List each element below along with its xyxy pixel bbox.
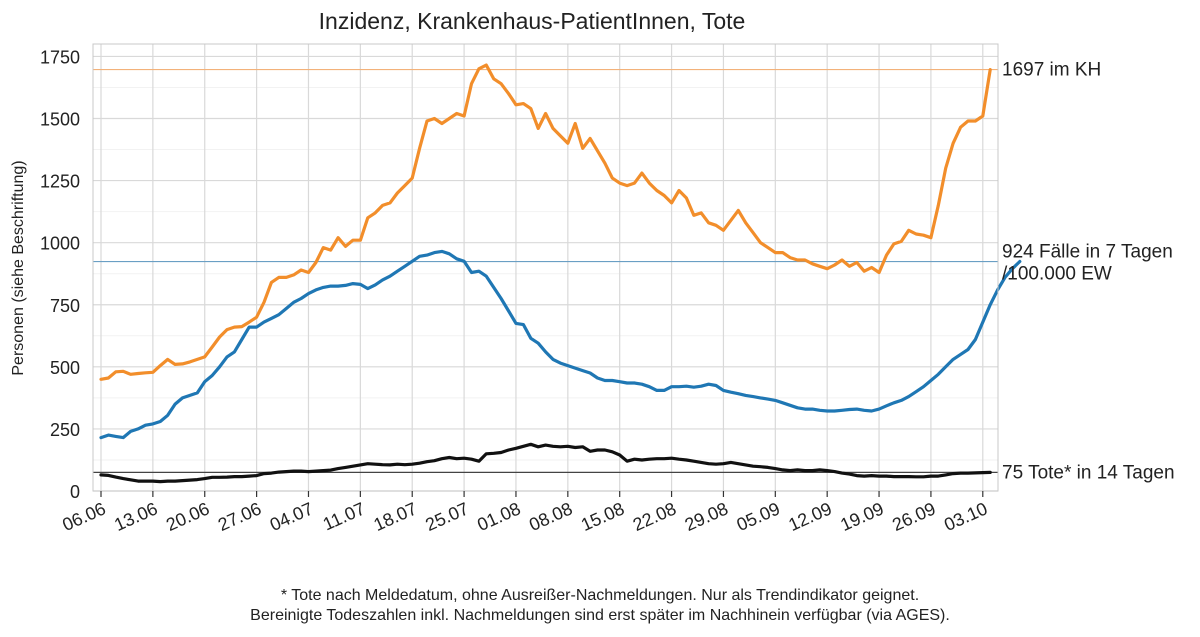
x-tick-label: 29.08 [682, 498, 731, 535]
x-tick-label: 03.10 [941, 498, 990, 535]
x-tick-label: 13.06 [111, 498, 160, 535]
x-tick-label: 12.09 [786, 498, 835, 535]
x-tick-label: 06.06 [59, 498, 108, 535]
grid [93, 44, 998, 492]
x-tick-label: 05.09 [734, 498, 783, 535]
y-tick-label: 750 [50, 296, 80, 316]
annotations: 1697 im KH 924 Fälle in 7 Tagen/100.000 E… [1002, 60, 1175, 484]
y-tick-label: 1000 [40, 234, 80, 254]
y-axis-label: Personen (siehe Beschriftung) [10, 160, 27, 375]
y-tick-label: 250 [50, 420, 80, 440]
annotation-label-2: /100.000 EW [1002, 264, 1112, 285]
x-tick-label: 19.09 [837, 498, 886, 535]
annotation-label-3: 75 Tote* in 14 Tagen [1002, 462, 1175, 483]
footnote-line-1: * Tote nach Meldedatum, ohne Ausreißer-N… [280, 587, 920, 604]
y-tick-label: 1500 [40, 110, 80, 130]
x-tick-label: 15.08 [578, 498, 627, 535]
x-tick-label: 11.07 [320, 498, 368, 534]
x-tick-label: 01.08 [474, 498, 523, 535]
chart-title: Inzidenz, Krankenhaus-PatientInnen, Tote [319, 8, 746, 34]
y-tick-label: 500 [50, 358, 80, 378]
series-line-1 [99, 249, 1022, 440]
annotation-label-1: 924 Fälle in 7 Tagen [1002, 242, 1173, 263]
y-ticks: 0 250 500 750 1000 1250 1500 1750 [40, 47, 80, 502]
y-tick-label: 0 [70, 482, 80, 502]
x-ticks: 06.06 13.06 20.06 27.06 04.07 11.07 18.07 25.07… [59, 491, 990, 535]
series-line-0 [99, 63, 992, 381]
x-tick-label: 25.07 [422, 498, 471, 535]
footnote-line-2: Bereinigte Todeszahlen inkl. Nachmeldung… [250, 607, 950, 624]
annotation-label-0: 1697 im KH [1002, 60, 1101, 81]
x-tick-label: 04.07 [267, 498, 316, 535]
series-lines [99, 63, 1022, 484]
y-tick-label: 1250 [40, 172, 80, 192]
y-tick-label: 1750 [40, 47, 80, 67]
plot-frame [92, 43, 999, 492]
x-tick-label: 27.06 [215, 498, 264, 535]
x-tick-label: 22.08 [630, 498, 679, 535]
x-tick-label: 20.06 [163, 498, 212, 535]
series-line-2 [99, 442, 992, 484]
x-tick-label: 18.07 [371, 498, 420, 535]
x-tick-label: 26.09 [889, 498, 938, 535]
x-tick-label: 08.08 [526, 498, 575, 535]
